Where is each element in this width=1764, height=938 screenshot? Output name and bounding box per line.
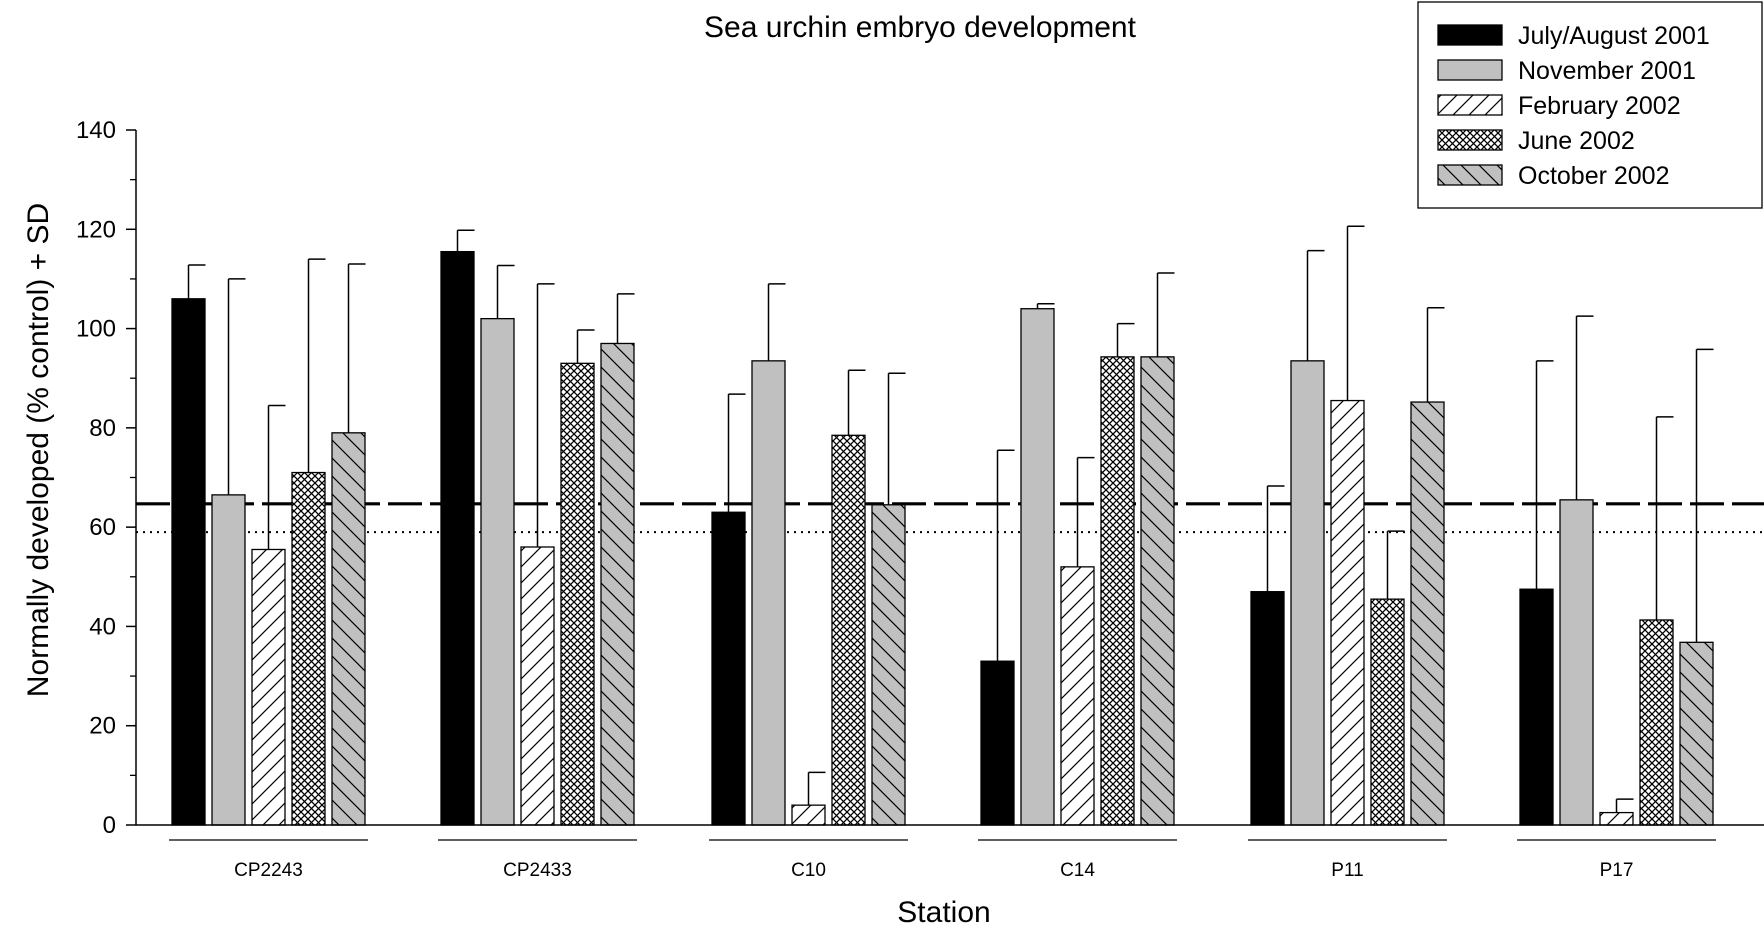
legend-label-2: November 2001 <box>1518 57 1696 85</box>
legend-swatch-4 <box>1437 129 1503 151</box>
legend-label-5: October 2002 <box>1518 162 1670 190</box>
bar-C14-3 <box>1060 566 1095 826</box>
legend-label-3: February 2002 <box>1518 92 1681 120</box>
y-tick-label: 120 <box>76 216 116 243</box>
bar-C10-3 <box>791 804 826 826</box>
legend-swatch-3 <box>1437 94 1503 116</box>
bar-C10-5 <box>871 504 906 826</box>
y-tick-label: 40 <box>89 613 116 640</box>
y-axis: 0 20 40 60 80 100 120 140 <box>76 117 137 839</box>
bar-C14-2 <box>1020 308 1055 826</box>
legend: July/August 2001 November 2001 February 20… <box>1417 1 1763 209</box>
x-tick-label-C14: C14 <box>1060 860 1095 881</box>
bar-P11-5 <box>1410 401 1445 826</box>
bar-P17-4 <box>1639 619 1674 826</box>
bar-P17-1 <box>1519 588 1554 826</box>
bar-C10-2 <box>751 360 786 826</box>
y-tick-label: 140 <box>76 117 116 144</box>
legend-swatch-5 <box>1437 164 1503 186</box>
y-tick-label: 0 <box>103 812 116 839</box>
bar-C14-5 <box>1140 356 1175 826</box>
x-axis-title: Station <box>897 896 990 929</box>
y-tick-label: 60 <box>89 514 116 541</box>
x-tick-label-P11: P11 <box>1331 860 1363 881</box>
reference-lines <box>136 502 1764 534</box>
bar-CP2433-3 <box>520 546 555 826</box>
bar-CP2433-5 <box>600 342 635 826</box>
legend-label-1: July/August 2001 <box>1518 22 1710 50</box>
x-tick-label-CP2243: CP2243 <box>234 860 303 881</box>
bar-CP2433-1 <box>440 250 475 826</box>
bar-P11-4 <box>1370 598 1405 826</box>
y-axis-title: Normally developed (% control) + SD <box>22 203 55 697</box>
bar-P11-3 <box>1330 399 1365 826</box>
legend-swatch-2 <box>1437 59 1503 81</box>
bar-CP2433-2 <box>480 317 515 826</box>
bar-CP2243-4 <box>291 471 326 826</box>
bar-P11-2 <box>1290 360 1325 826</box>
bar-CP2243-1 <box>171 298 206 826</box>
y-tick-label: 100 <box>76 316 116 343</box>
bar-CP2243-5 <box>331 432 366 826</box>
bars <box>171 225 1714 826</box>
y-tick-label: 20 <box>89 713 116 740</box>
bar-C14-1 <box>980 660 1015 826</box>
bar-P11-1 <box>1250 591 1285 826</box>
y-tick-label: 80 <box>89 415 116 442</box>
bar-CP2243-2 <box>211 494 246 826</box>
legend-swatch-1 <box>1437 24 1503 46</box>
bar-C10-4 <box>831 434 866 826</box>
bar-CP2433-4 <box>560 362 595 826</box>
chart-title: Sea urchin embryo development <box>704 11 1137 44</box>
bar-C10-1 <box>711 511 746 826</box>
bar-P17-5 <box>1679 641 1714 826</box>
x-tick-label-P17: P17 <box>1600 860 1634 881</box>
x-tick-label-C10: C10 <box>791 860 826 881</box>
x-axis: CP2243 CP2433 C10 C14 P11 P17 <box>136 824 1764 881</box>
bar-P17-3 <box>1599 811 1634 826</box>
bar-P17-2 <box>1559 499 1594 826</box>
bar-CP2243-3 <box>251 548 286 826</box>
x-tick-label-CP2433: CP2433 <box>503 860 572 881</box>
bar-C14-4 <box>1100 356 1135 826</box>
legend-label-4: June 2002 <box>1518 127 1635 155</box>
